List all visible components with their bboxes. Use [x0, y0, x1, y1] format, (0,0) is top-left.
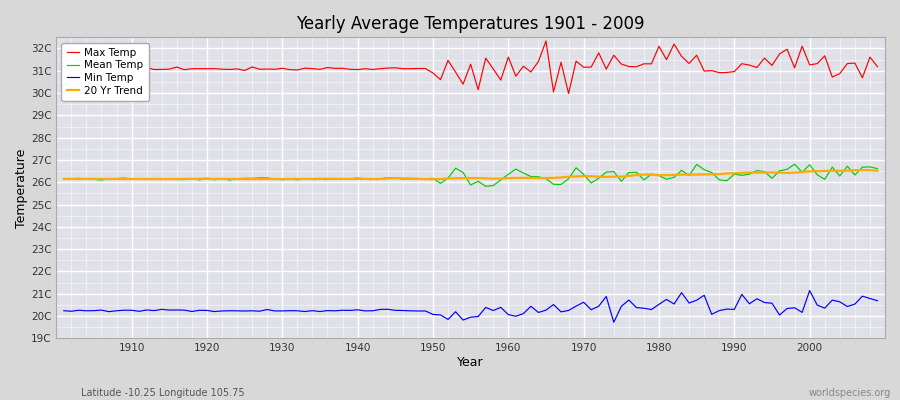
Max Temp — [495, 78, 506, 82]
Max Temp — [119, 65, 130, 70]
Max Temp — [503, 55, 514, 60]
Min Temp — [872, 298, 883, 303]
Mean Temp — [601, 170, 612, 174]
X-axis label: Year: Year — [457, 356, 484, 369]
Max Temp — [58, 66, 69, 71]
Max Temp — [563, 91, 574, 96]
Text: Latitude -10.25 Longitude 105.75: Latitude -10.25 Longitude 105.75 — [81, 388, 245, 398]
Min Temp — [805, 288, 815, 293]
Min Temp — [593, 304, 604, 309]
Mean Temp — [789, 162, 800, 166]
Max Temp — [284, 67, 295, 72]
Mean Temp — [284, 177, 295, 182]
Min Temp — [58, 308, 69, 313]
Mean Temp — [58, 176, 69, 181]
Max Temp — [541, 38, 552, 43]
Min Temp — [284, 308, 295, 313]
20 Yr Trend — [428, 177, 438, 182]
Line: Min Temp: Min Temp — [64, 290, 878, 322]
Text: worldspecies.org: worldspecies.org — [809, 388, 891, 398]
Line: Max Temp: Max Temp — [64, 41, 878, 94]
20 Yr Trend — [284, 176, 295, 181]
Y-axis label: Temperature: Temperature — [15, 148, 28, 228]
20 Yr Trend — [329, 176, 340, 181]
Min Temp — [503, 312, 514, 317]
Max Temp — [608, 53, 619, 58]
Mean Temp — [481, 184, 491, 189]
Mean Temp — [503, 172, 514, 177]
Max Temp — [329, 66, 340, 71]
Line: 20 Yr Trend: 20 Yr Trend — [64, 170, 878, 179]
20 Yr Trend — [503, 176, 514, 180]
Mean Temp — [119, 176, 130, 180]
Min Temp — [119, 308, 130, 313]
Line: Mean Temp: Mean Temp — [64, 164, 878, 186]
20 Yr Trend — [58, 176, 69, 181]
Mean Temp — [872, 166, 883, 171]
Mean Temp — [510, 167, 521, 172]
20 Yr Trend — [510, 176, 521, 180]
Title: Yearly Average Temperatures 1901 - 2009: Yearly Average Temperatures 1901 - 2009 — [296, 15, 645, 33]
Mean Temp — [329, 177, 340, 182]
Min Temp — [329, 308, 340, 313]
Max Temp — [872, 64, 883, 69]
20 Yr Trend — [872, 168, 883, 173]
Min Temp — [608, 320, 619, 325]
20 Yr Trend — [601, 174, 612, 179]
Legend: Max Temp, Mean Temp, Min Temp, 20 Yr Trend: Max Temp, Mean Temp, Min Temp, 20 Yr Tre… — [61, 42, 148, 101]
Min Temp — [495, 305, 506, 310]
20 Yr Trend — [857, 168, 868, 172]
20 Yr Trend — [119, 176, 130, 181]
